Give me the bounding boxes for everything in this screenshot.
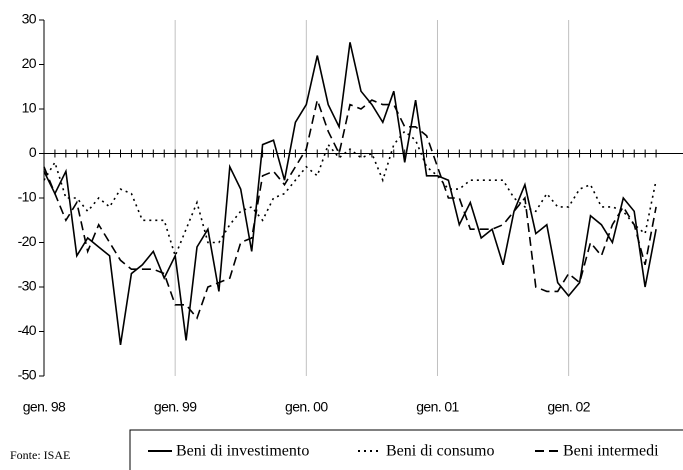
- y-tick-label: -20: [18, 233, 37, 249]
- legend-box: [129, 429, 683, 470]
- y-tick-label: -50: [18, 367, 37, 383]
- source: Fonte: ISAE: [10, 448, 70, 462]
- y-tick-label: -10: [18, 189, 37, 205]
- series-line: [43, 130, 657, 259]
- series-line: [43, 97, 657, 320]
- legend-label: Beni di investimento: [176, 443, 309, 460]
- y-tick-label: 10: [22, 100, 37, 116]
- y-tick-label: -40: [18, 322, 37, 338]
- x-tick-label: gen. 99: [154, 399, 197, 415]
- legend-label: Beni di consumo: [386, 443, 494, 460]
- x-tick-label: gen. 02: [547, 399, 590, 415]
- series-line: [43, 42, 657, 346]
- x-tick-label: gen. 98: [23, 399, 66, 415]
- y-tick-label: 30: [22, 11, 37, 27]
- legend-label: Beni intermedi: [563, 443, 659, 460]
- x-tick-label: gen. 00: [285, 399, 328, 415]
- y-tick-label: 0: [29, 144, 37, 160]
- y-tick-label: -30: [18, 278, 37, 294]
- x-tick-label: gen. 01: [416, 399, 459, 415]
- y-tick-label: 20: [22, 55, 37, 71]
